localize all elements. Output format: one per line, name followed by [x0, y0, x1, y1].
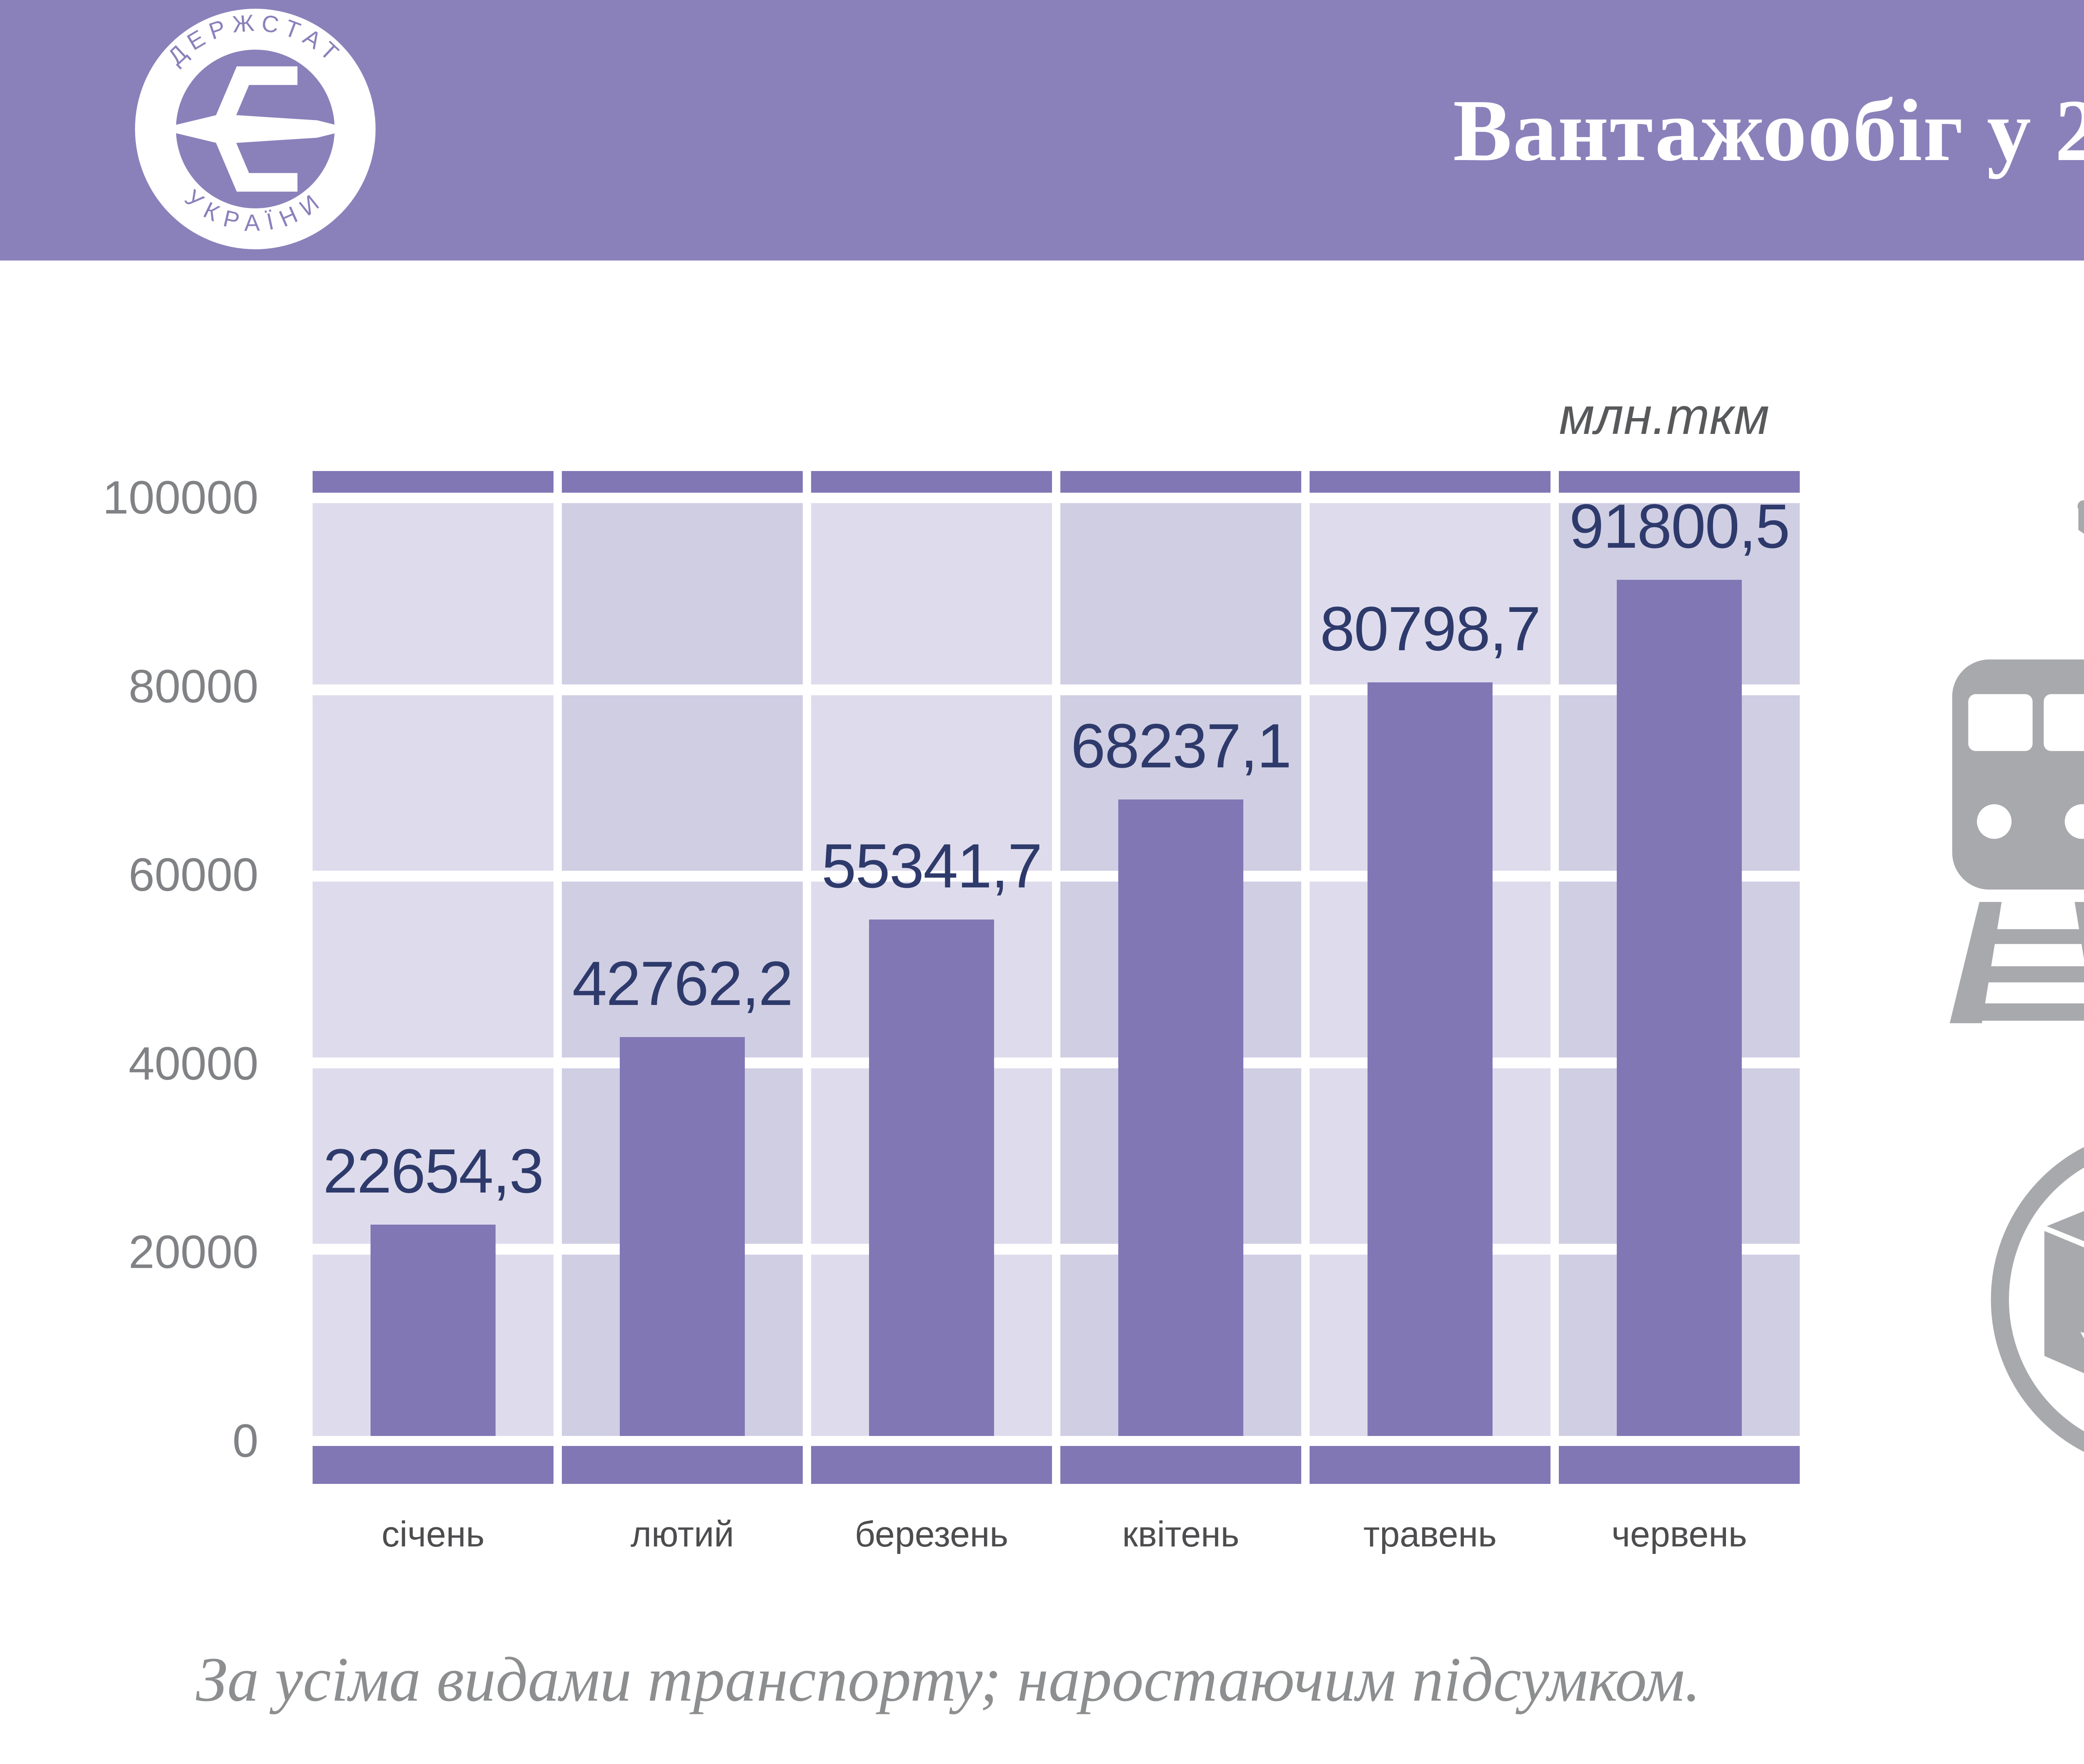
train-icon	[1942, 654, 2084, 1023]
axis-strip-top-segment	[313, 471, 554, 493]
y-tick-label: 60000	[128, 849, 258, 901]
axis-strip-bottom-segment	[1559, 1446, 1800, 1484]
bar-value-label: 91800,5	[1569, 491, 1790, 561]
gridline	[313, 684, 1800, 695]
chart-bar	[1118, 799, 1243, 1436]
axis-strip-bottom-segment	[562, 1446, 803, 1484]
y-tick-label: 40000	[128, 1037, 258, 1090]
y-tick-label: 80000	[128, 660, 258, 712]
airplane-icon	[2063, 431, 2084, 615]
y-tick-label: 100000	[103, 471, 258, 524]
axis-strip-top-segment	[811, 471, 1052, 493]
x-axis-label: квітень	[1122, 1514, 1240, 1554]
axis-strip-bottom-segment	[811, 1446, 1052, 1484]
header-band: ДЕРЖСТАТ УКРАЇНИ Вантажообіг у 2022 році	[0, 0, 2084, 261]
axis-strip-top-segment	[1060, 471, 1301, 493]
y-tick-label: 20000	[128, 1226, 258, 1278]
package-icon	[1982, 1119, 2084, 1480]
derzhstat-logo: ДЕРЖСТАТ УКРАЇНИ	[135, 8, 376, 250]
chart-bar	[1368, 682, 1493, 1436]
x-axis-label: лютий	[630, 1514, 734, 1554]
chart-bar	[620, 1037, 745, 1436]
chart-caption: За усіма видами транспорту; наростаючим …	[196, 1644, 1701, 1714]
bar-value-label: 55341,7	[821, 831, 1042, 901]
bar-value-label: 22654,3	[323, 1136, 544, 1206]
axis-strip-bottom-segment	[313, 1446, 554, 1484]
chart-bar	[869, 920, 994, 1436]
axis-strip-bottom-segment	[1060, 1446, 1301, 1484]
x-axis-label: березень	[854, 1514, 1009, 1554]
x-axis-label: січень	[381, 1514, 485, 1554]
axis-strip-top-segment	[562, 471, 803, 493]
gridline	[313, 1244, 1800, 1255]
gridline	[313, 871, 1800, 882]
x-axis-label: червень	[1611, 1514, 1747, 1554]
chart-unit-label: млн.ткм	[1559, 388, 1769, 445]
logo-epsilon-arrow-icon	[158, 66, 352, 192]
x-axis-label: травень	[1363, 1514, 1497, 1554]
chart-bar	[371, 1225, 496, 1436]
bar-value-label: 68237,1	[1070, 711, 1292, 781]
page-title: Вантажообіг у 2022 році	[1453, 81, 2084, 179]
chart-bar	[1617, 580, 1742, 1436]
y-tick-label: 0	[232, 1415, 258, 1467]
axis-strip-bottom-segment	[1310, 1446, 1550, 1484]
axis-strip-top-segment	[1559, 471, 1800, 493]
bar-value-label: 80798,7	[1320, 594, 1541, 664]
gridline	[313, 1057, 1800, 1068]
axis-strip-top-segment	[1310, 471, 1550, 493]
bar-value-label: 42762,2	[572, 948, 793, 1018]
